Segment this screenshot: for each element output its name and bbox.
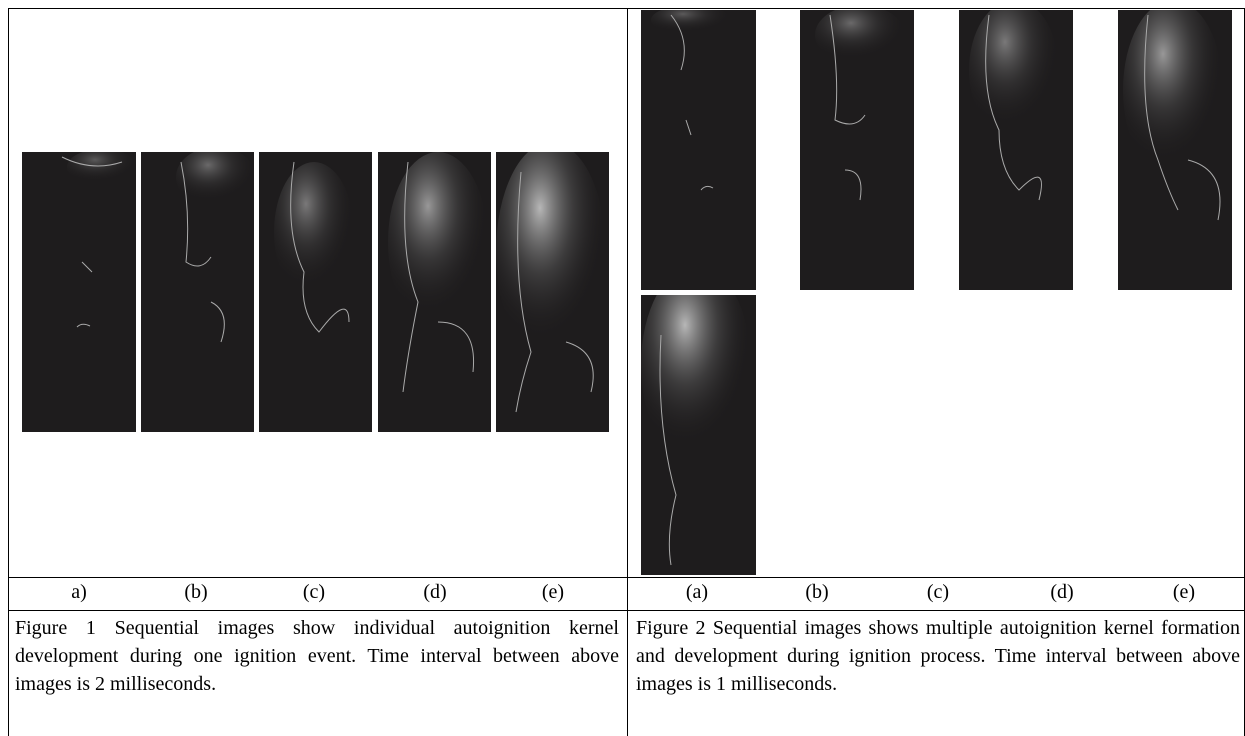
frame-image [496, 152, 609, 432]
frame-image [641, 10, 756, 290]
frame-image [141, 152, 254, 432]
border [8, 610, 1245, 611]
frame-image [1118, 10, 1232, 290]
figure-caption: Figure 1 Sequential images show individu… [15, 614, 619, 698]
frame-image [378, 152, 491, 432]
subfigure-label: (e) [523, 581, 583, 604]
subfigure-label: (d) [405, 581, 465, 604]
subfigure-label: (a) [667, 581, 727, 604]
subfigure-label: (c) [908, 581, 968, 604]
figure-caption: Figure 2 Sequential images shows multipl… [636, 614, 1240, 698]
frame-image [959, 10, 1073, 290]
subfigure-label: (e) [1154, 581, 1214, 604]
border [8, 577, 1245, 578]
border [627, 8, 628, 736]
frame-image [641, 295, 756, 575]
frame-image [800, 10, 914, 290]
subfigure-label: a) [49, 581, 109, 604]
subfigure-label: (c) [284, 581, 344, 604]
border [8, 8, 9, 736]
page: a) (b) (c) (d) (e) (a) (b) (c) (d) (e) F… [0, 0, 1245, 736]
subfigure-label: (b) [787, 581, 847, 604]
frame-image [22, 152, 136, 432]
frame-image [259, 152, 372, 432]
subfigure-label: (d) [1032, 581, 1092, 604]
subfigure-label: (b) [166, 581, 226, 604]
